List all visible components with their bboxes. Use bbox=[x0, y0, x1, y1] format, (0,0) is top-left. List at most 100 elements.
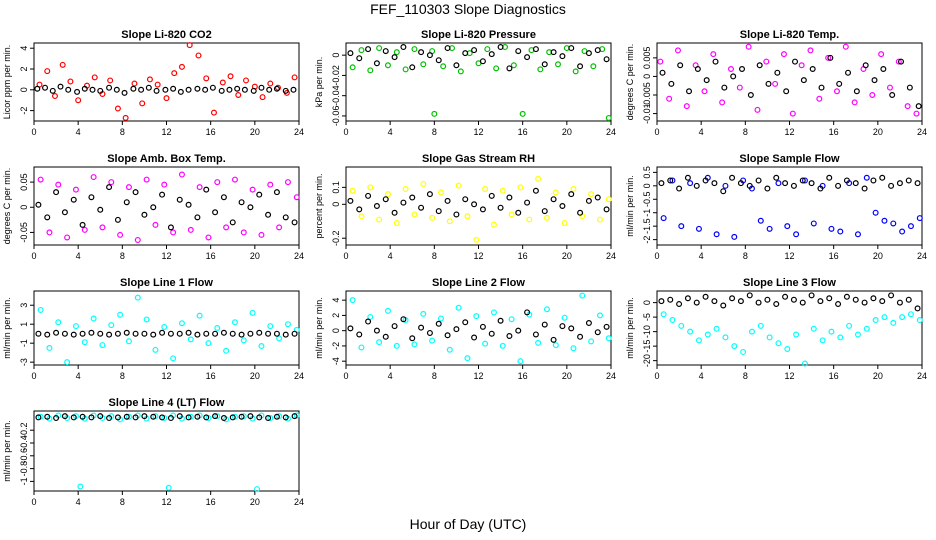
data-point bbox=[276, 224, 283, 231]
data-point bbox=[506, 333, 513, 340]
data-point bbox=[282, 414, 289, 421]
data-point bbox=[532, 46, 539, 53]
data-point bbox=[356, 206, 363, 213]
data-point bbox=[801, 360, 808, 367]
data-point bbox=[125, 338, 132, 345]
data-point bbox=[106, 84, 113, 91]
x-tick-label: 24 bbox=[294, 371, 304, 381]
data-point bbox=[196, 184, 203, 191]
data-point bbox=[231, 176, 238, 183]
x-tick-label: 12 bbox=[784, 127, 794, 137]
data-point bbox=[552, 342, 559, 349]
data-point bbox=[835, 301, 842, 308]
data-point bbox=[97, 413, 104, 420]
data-point bbox=[605, 335, 612, 342]
data-point bbox=[97, 87, 104, 94]
data-point bbox=[72, 186, 79, 193]
data-point bbox=[79, 413, 86, 420]
data-point bbox=[711, 298, 718, 305]
y-tick-label: -0.005 bbox=[642, 82, 652, 108]
data-point bbox=[843, 293, 850, 300]
data-point bbox=[669, 177, 676, 184]
data-point bbox=[186, 42, 193, 49]
panel-title: Slope Line 3 Flow bbox=[743, 277, 836, 289]
data-point bbox=[702, 177, 709, 184]
data-point bbox=[695, 337, 702, 344]
data-point bbox=[365, 46, 372, 53]
data-point bbox=[828, 225, 835, 232]
data-point bbox=[676, 301, 683, 308]
y-tick-label: 4 bbox=[19, 46, 29, 51]
data-point bbox=[384, 191, 391, 198]
data-point bbox=[712, 58, 719, 65]
data-point bbox=[365, 192, 372, 199]
data-point bbox=[229, 219, 236, 226]
x-tick-label: 24 bbox=[606, 127, 616, 137]
data-point bbox=[384, 62, 391, 69]
data-point bbox=[138, 86, 145, 93]
data-point bbox=[543, 214, 550, 221]
data-point bbox=[202, 86, 209, 93]
y-tick-label: -20 bbox=[642, 354, 652, 367]
data-point bbox=[223, 347, 230, 354]
data-point bbox=[550, 49, 557, 56]
data-point bbox=[89, 86, 96, 93]
data-point bbox=[490, 309, 497, 316]
y-tick-label: 0.005 bbox=[642, 47, 652, 70]
x-tick-label: 20 bbox=[873, 251, 883, 261]
data-point bbox=[603, 206, 610, 213]
data-point bbox=[484, 46, 491, 53]
data-point bbox=[265, 330, 272, 337]
data-point bbox=[888, 182, 895, 189]
data-point bbox=[881, 217, 888, 224]
data-point bbox=[798, 62, 805, 69]
data-point bbox=[347, 50, 354, 57]
data-point bbox=[570, 186, 577, 193]
data-point bbox=[203, 330, 210, 337]
data-point bbox=[852, 296, 859, 303]
data-point bbox=[524, 199, 531, 206]
data-point bbox=[176, 196, 183, 203]
y-tick-label: 0 bbox=[642, 300, 652, 305]
data-point bbox=[506, 65, 513, 72]
data-point bbox=[479, 323, 486, 330]
data-point bbox=[365, 318, 372, 325]
data-point bbox=[162, 86, 169, 93]
data-point bbox=[517, 184, 524, 191]
data-point bbox=[499, 187, 506, 194]
x-tick-label: 4 bbox=[699, 251, 704, 261]
data-point bbox=[291, 330, 298, 337]
data-point bbox=[132, 414, 139, 421]
data-point bbox=[810, 325, 817, 332]
data-point bbox=[106, 415, 113, 422]
x-tick-label: 4 bbox=[699, 127, 704, 137]
data-point bbox=[541, 321, 548, 328]
data-point bbox=[594, 194, 601, 201]
data-point bbox=[72, 323, 79, 330]
data-point bbox=[159, 329, 166, 336]
data-point bbox=[861, 299, 868, 306]
data-point bbox=[220, 329, 227, 336]
data-point bbox=[872, 317, 879, 324]
data-point bbox=[720, 302, 727, 309]
y-axis-label: ml/min per min. bbox=[2, 297, 12, 359]
data-point bbox=[577, 209, 584, 216]
data-point bbox=[588, 191, 595, 198]
data-point bbox=[125, 184, 132, 191]
data-point bbox=[203, 75, 210, 82]
data-point bbox=[65, 86, 72, 93]
data-point bbox=[282, 214, 289, 221]
data-point bbox=[457, 68, 464, 75]
data-point bbox=[154, 81, 161, 88]
data-point bbox=[238, 331, 245, 338]
plot-frame bbox=[656, 42, 923, 122]
data-point bbox=[878, 51, 885, 58]
data-point bbox=[90, 315, 97, 322]
data-point bbox=[123, 329, 130, 336]
data-point bbox=[57, 83, 64, 90]
data-point bbox=[159, 191, 166, 198]
y-axis-label: Licor ppm per min. bbox=[2, 45, 12, 120]
data-point bbox=[833, 88, 840, 95]
data-point bbox=[212, 330, 219, 337]
data-point bbox=[382, 48, 389, 55]
